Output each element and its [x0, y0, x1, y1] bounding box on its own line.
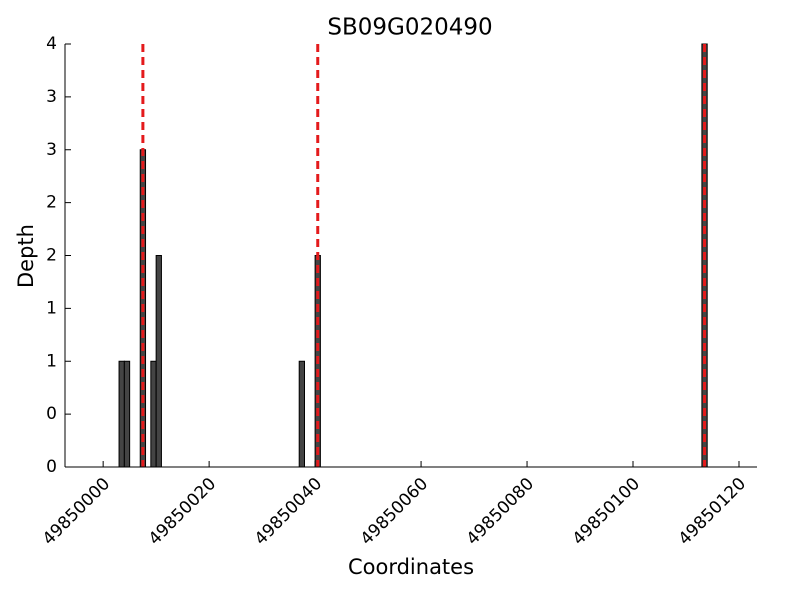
- y-tick-label: 3: [46, 87, 57, 107]
- x-tick-label: 49850120: [675, 474, 750, 549]
- x-axis-label: Coordinates: [348, 555, 474, 579]
- y-tick-label: 2: [46, 193, 57, 213]
- y-tick-label: 2: [46, 246, 57, 266]
- y-tick-label: 1: [46, 298, 57, 318]
- bar: [150, 360, 157, 468]
- bar: [155, 255, 162, 468]
- y-tick-label: 1: [46, 351, 57, 371]
- y-tick-label: 0: [46, 404, 57, 424]
- y-axis-label: Depth: [14, 224, 38, 288]
- bar: [118, 360, 125, 468]
- y-tick-label: 4: [46, 34, 57, 54]
- y-tick-label: 0: [46, 457, 57, 477]
- chart-title: SB09G020490: [327, 15, 492, 41]
- bar: [298, 360, 305, 468]
- bar: [123, 360, 131, 468]
- x-tick-label: 49850100: [569, 474, 644, 549]
- x-tick-label: 49850020: [145, 474, 220, 549]
- x-tick-label: 49850060: [357, 474, 432, 549]
- x-tick-label: 49850000: [39, 474, 114, 549]
- x-tick-label: 49850080: [463, 474, 538, 549]
- y-tick-label: 3: [46, 140, 57, 160]
- x-tick-label: 49850040: [251, 474, 326, 549]
